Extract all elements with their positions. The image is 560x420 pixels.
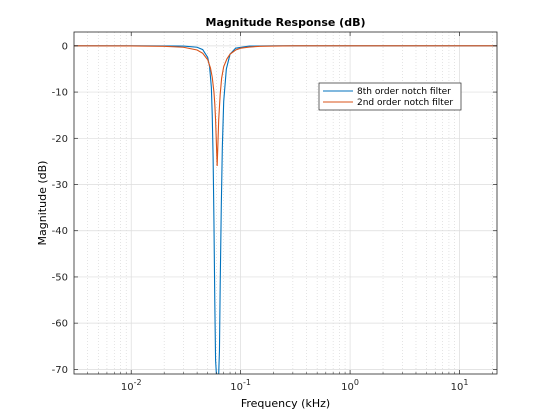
y-tick-label: -70 (52, 365, 68, 376)
x-tick-label: 100 (341, 378, 359, 393)
series-line-2 (74, 45, 497, 167)
y-tick-label: -30 (52, 180, 68, 191)
legend-box (318, 82, 462, 111)
x-axis-label: Frequency (kHz) (241, 397, 330, 410)
grid (74, 32, 497, 374)
y-tick-label: -60 (52, 319, 68, 330)
legend-entry-2: 2nd order notch filter (357, 98, 453, 108)
y-tick-label: -40 (52, 226, 68, 237)
x-tick-label: 10-1 (230, 378, 251, 393)
x-tick-label: 10-2 (121, 378, 142, 393)
y-tick-label: -50 (52, 272, 68, 283)
axes: 0 -10 -20 -30 -40 -50 -60 -70 10-2 10-1 100 101 (52, 32, 497, 393)
chart-title: Magnitude Response (dB) (206, 16, 366, 29)
series-line-1 (74, 45, 497, 374)
x-tick-label: 101 (451, 378, 469, 393)
y-tick-label: 0 (62, 41, 68, 52)
y-tick-label: -20 (52, 134, 68, 145)
legend-entry-1: 8th order notch filter (357, 87, 451, 97)
y-tick-label: -10 (52, 88, 68, 99)
y-axis-label: Magnitude (dB) (36, 161, 49, 246)
series-group (74, 45, 497, 374)
plot-frame (73, 31, 498, 375)
